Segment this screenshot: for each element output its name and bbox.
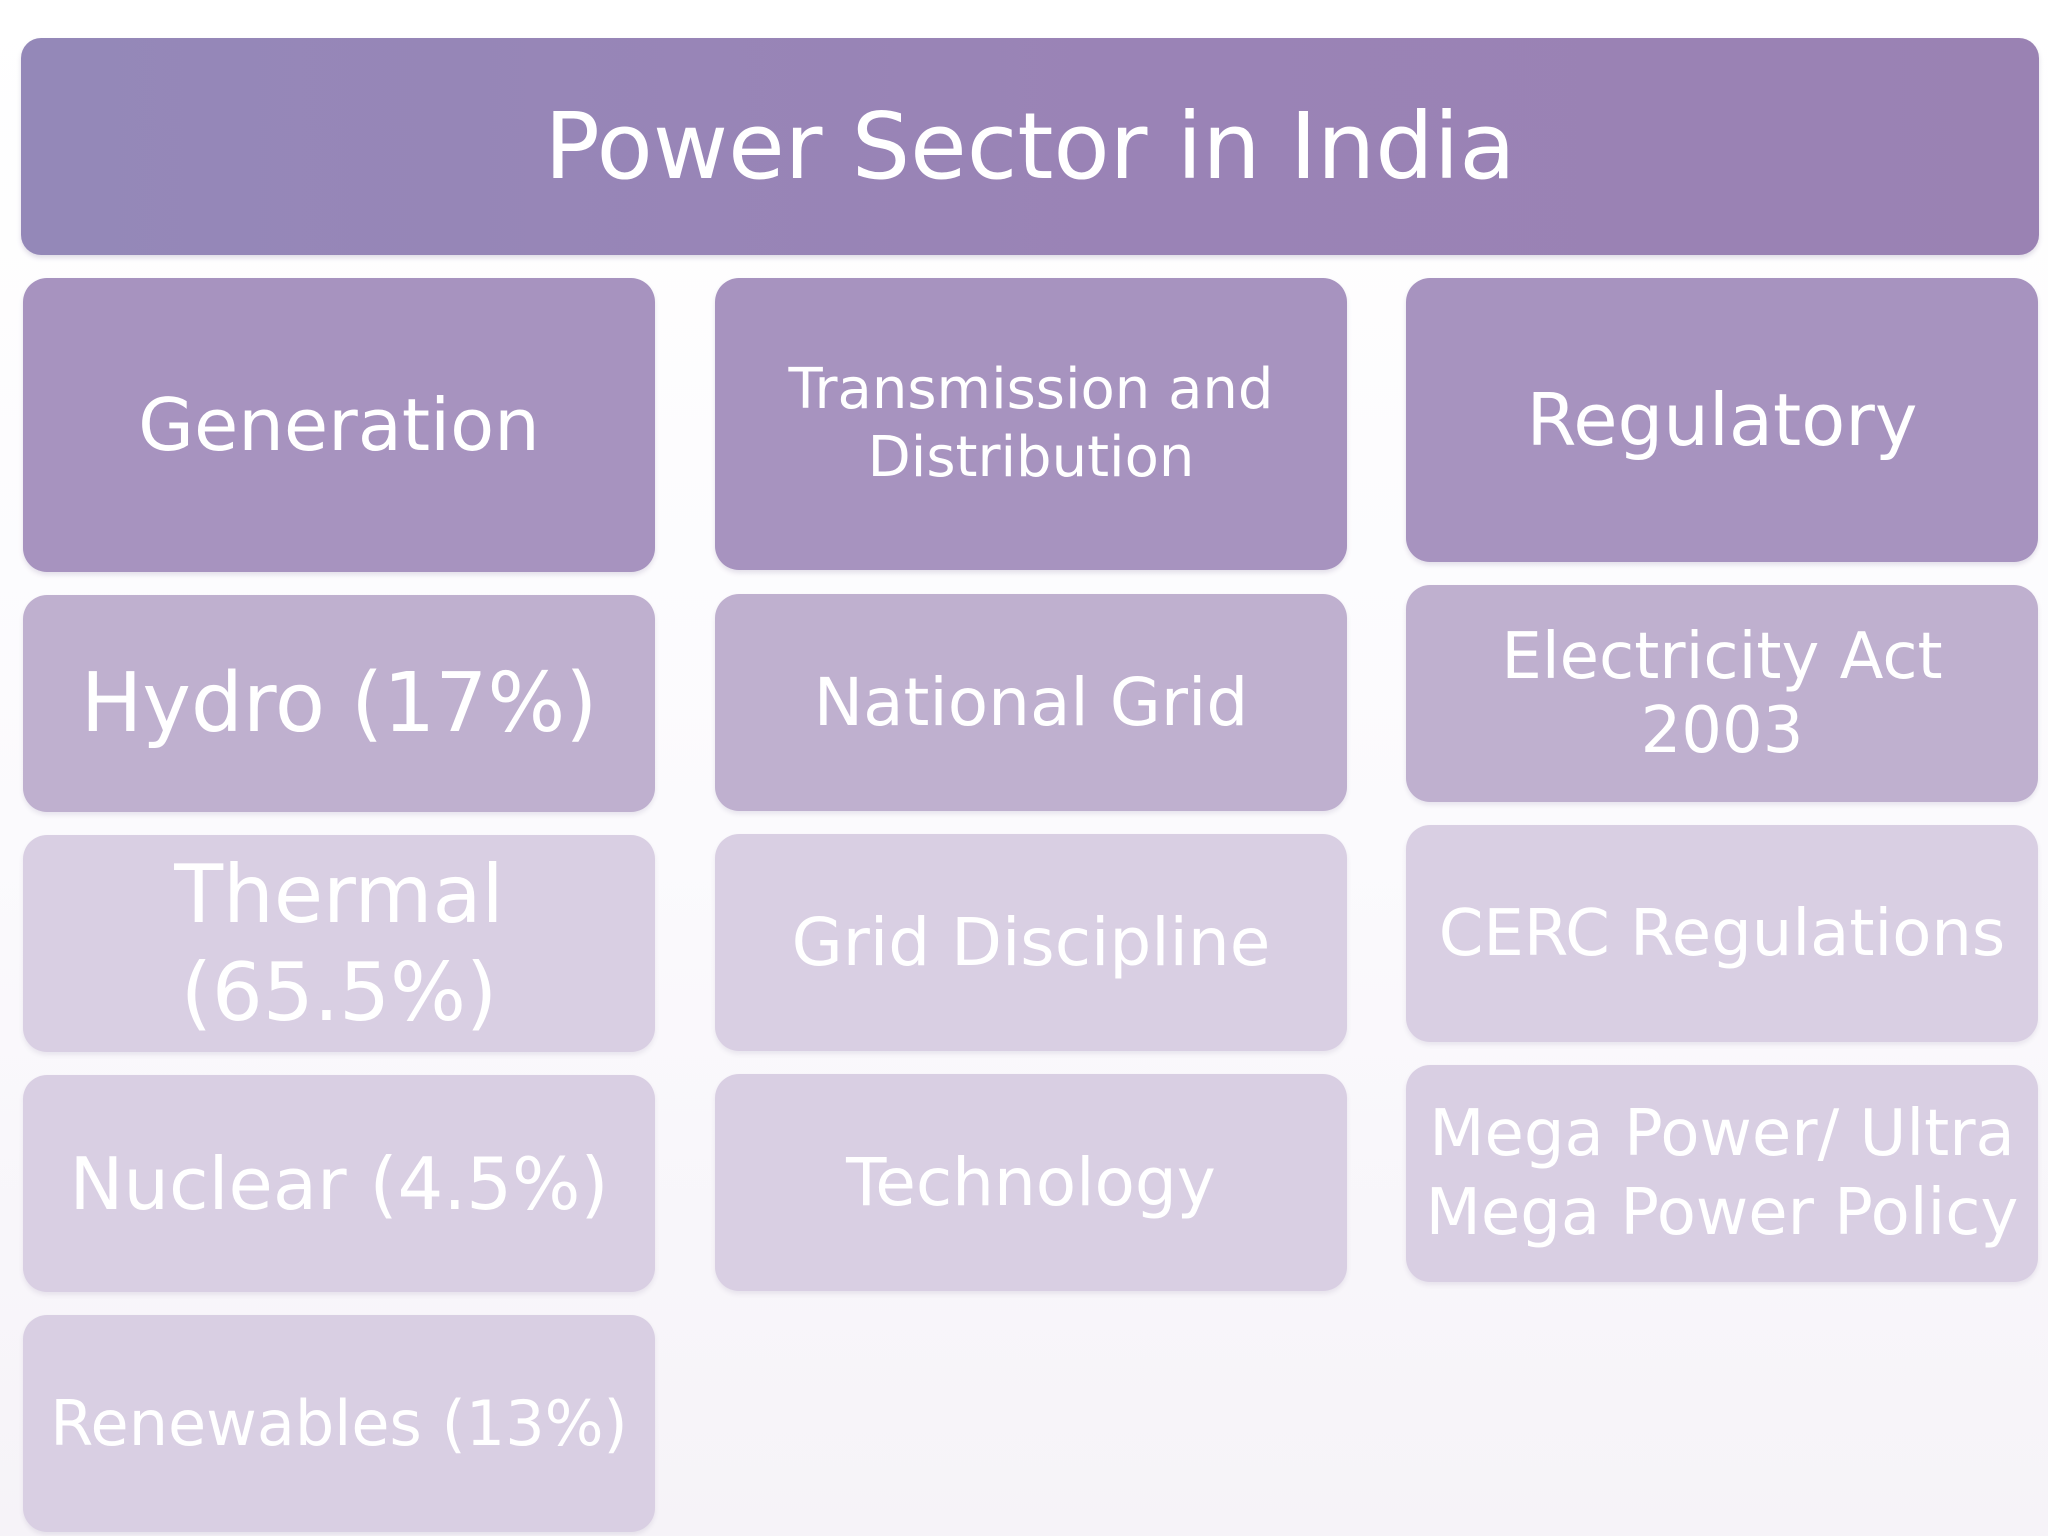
hydro-label: Hydro (17%) (80, 656, 598, 751)
nuclear-label: Nuclear (4.5%) (69, 1141, 609, 1226)
mega-power-policy-box: Mega Power/ Ultra Mega Power Policy (1406, 1065, 2038, 1282)
nuclear-box: Nuclear (4.5%) (23, 1075, 655, 1292)
hydro-box: Hydro (17%) (23, 595, 655, 812)
transmission-distribution-header-text: Transmission and Distribution (788, 356, 1274, 490)
generation-header: Generation (23, 278, 655, 572)
thermal-box: Thermal (65.5%) (23, 835, 655, 1052)
grid-discipline-box: Grid Discipline (715, 834, 1347, 1051)
electricity-act-label: Electricity Act 2003 (1501, 619, 1943, 768)
cerc-regulations-label: CERC Regulations (1438, 896, 2006, 971)
technology-label: Technology (846, 1144, 1216, 1221)
electricity-act-box: Electricity Act 2003 (1406, 585, 2038, 802)
transmission-distribution-header: Transmission and Distribution (715, 278, 1347, 570)
cerc-regulations-box: CERC Regulations (1406, 825, 2038, 1042)
national-grid-label: National Grid (813, 664, 1249, 741)
regulatory-header: Regulatory (1406, 278, 2038, 562)
diagram-title: Power Sector in India (21, 38, 2039, 255)
grid-discipline-label: Grid Discipline (791, 904, 1271, 981)
diagram-title-text: Power Sector in India (544, 93, 1516, 200)
national-grid-box: National Grid (715, 594, 1347, 811)
technology-box: Technology (715, 1074, 1347, 1291)
renewables-box: Renewables (13%) (23, 1315, 655, 1532)
mega-power-policy-label: Mega Power/ Ultra Mega Power Policy (1425, 1097, 2019, 1250)
regulatory-header-text: Regulatory (1526, 378, 1918, 462)
thermal-label: Thermal (65.5%) (174, 847, 504, 1039)
renewables-label: Renewables (13%) (50, 1387, 628, 1460)
generation-header-text: Generation (138, 383, 540, 467)
